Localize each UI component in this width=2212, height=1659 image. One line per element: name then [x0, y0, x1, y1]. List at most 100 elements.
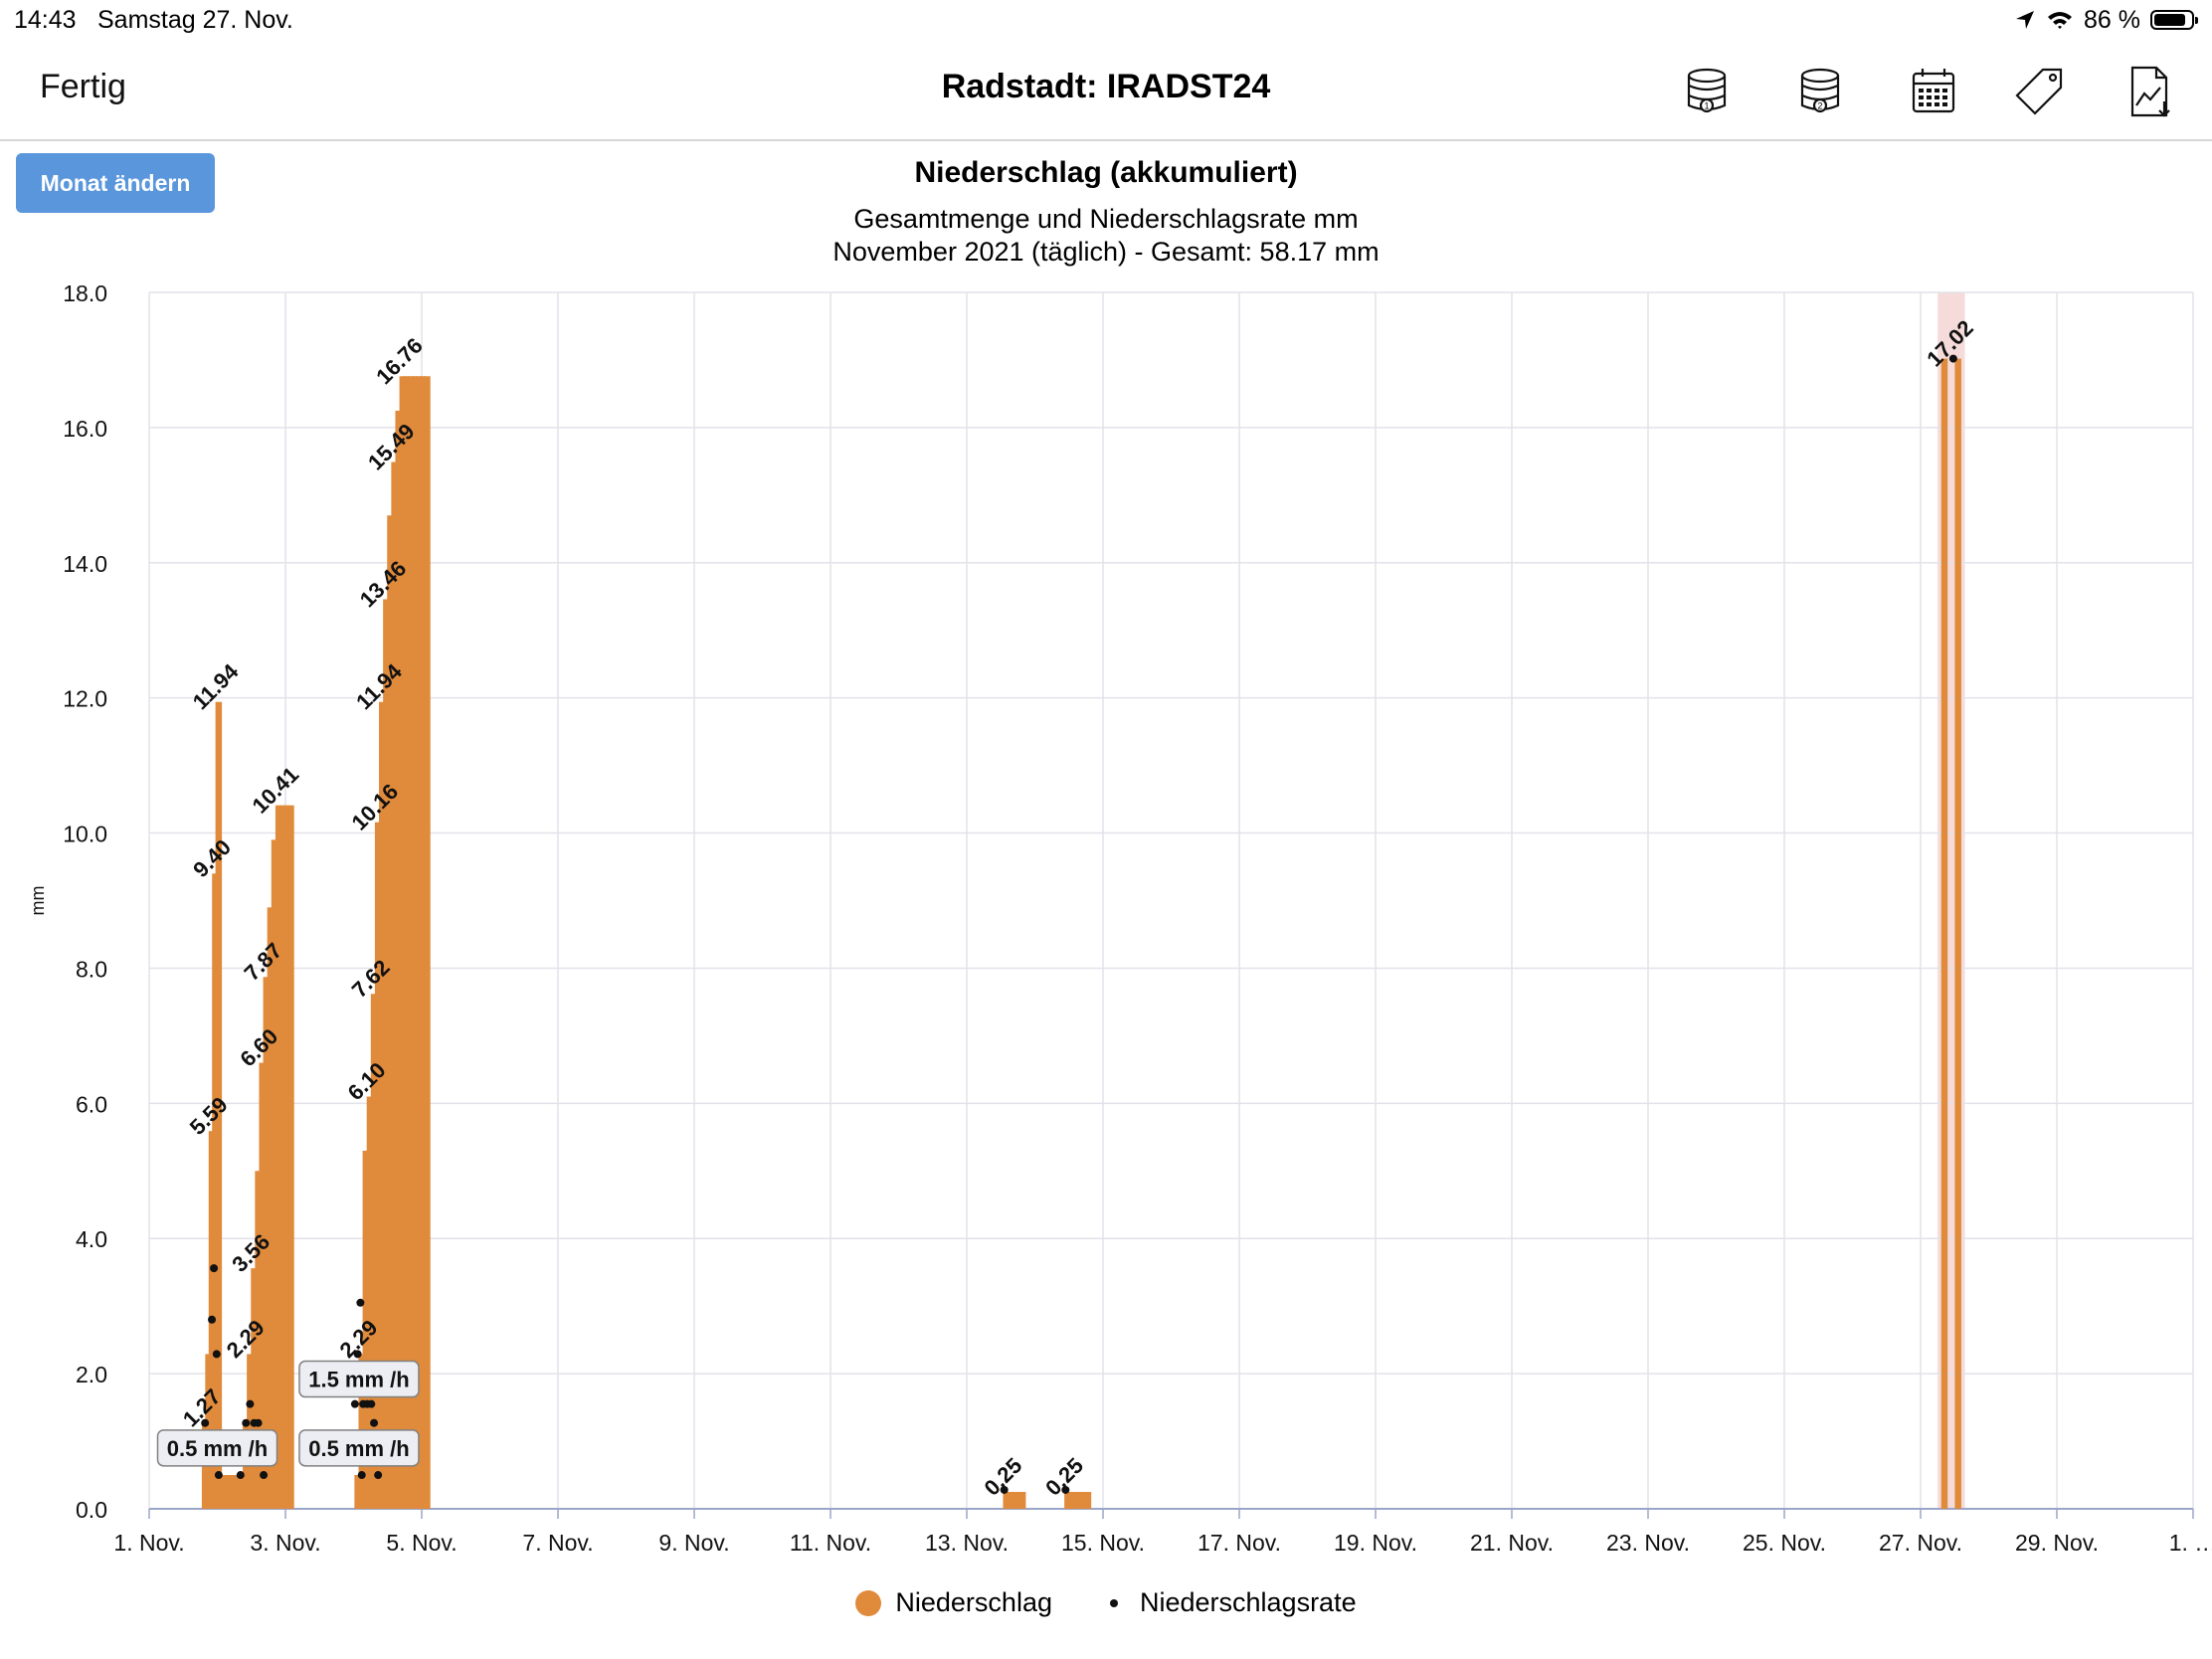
precip-bar	[379, 701, 386, 1509]
rate-point	[353, 1350, 362, 1359]
database-2-icon[interactable]: 2	[1790, 62, 1850, 121]
precip-bar	[383, 599, 390, 1509]
y-tick-label: 2.0	[76, 1362, 107, 1387]
precip-bar	[212, 873, 219, 1509]
rate-point	[212, 1350, 221, 1359]
legend-swatch-niederschlagsrate	[1109, 1598, 1118, 1607]
legend-item-niederschlagsrate[interactable]: Niederschlagsrate	[1102, 1587, 1357, 1618]
location-arrow-icon	[2016, 11, 2035, 29]
precip-bar	[255, 1171, 262, 1509]
rate-point	[367, 1399, 376, 1408]
x-tick-label: 3. Nov.	[250, 1530, 320, 1556]
rate-point	[260, 1471, 269, 1480]
tag-icon[interactable]	[2011, 62, 2071, 121]
legend-label-niederschlagsrate: Niederschlagsrate	[1139, 1587, 1357, 1617]
database-1-icon[interactable]: 1	[1677, 62, 1737, 121]
change-month-button[interactable]: Monat ändern	[16, 153, 215, 213]
data-label: 9.40	[188, 834, 236, 882]
legend-label-niederschlag: Niederschlag	[895, 1587, 1052, 1617]
y-tick-label: 6.0	[76, 1091, 107, 1117]
precip-bar	[263, 977, 271, 1509]
rate-tooltip-label: 0.5 mm /h	[167, 1436, 268, 1461]
precip-bar	[1018, 1492, 1026, 1509]
status-indicators: 86 %	[2014, 4, 2198, 36]
chart-subtitle-period: November 2021 (täglich) - Gesamt: 58.17 …	[832, 237, 1380, 267]
x-tick-label: 25. Nov.	[1743, 1530, 1826, 1556]
svg-text:2: 2	[1817, 101, 1822, 111]
rate-point	[370, 1418, 379, 1427]
precip-bar	[275, 805, 282, 1509]
data-label: 10.41	[248, 762, 304, 819]
precip-bar	[407, 376, 415, 1509]
x-tick-label: 1. …	[2169, 1530, 2212, 1556]
precip-bar	[403, 376, 411, 1509]
rate-point	[242, 1418, 251, 1427]
rate-point	[254, 1418, 263, 1427]
rate-tooltip-label: 0.5 mm /h	[308, 1436, 409, 1461]
precip-bar	[1954, 358, 1961, 1509]
rate-tooltip-label: 1.5 mm /h	[308, 1368, 409, 1392]
done-button[interactable]: Fertig	[40, 68, 126, 105]
precip-bar	[1080, 1492, 1088, 1509]
rate-point	[246, 1399, 255, 1408]
battery-icon	[2150, 10, 2198, 30]
calendar-icon[interactable]	[1904, 62, 1963, 121]
rate-point	[374, 1471, 383, 1480]
x-tick-label: 15. Nov.	[1061, 1530, 1145, 1556]
y-tick-label: 12.0	[63, 686, 107, 712]
precip-bar	[1072, 1492, 1079, 1509]
precip-bar	[1068, 1492, 1075, 1509]
precip-bar	[283, 805, 290, 1509]
rate-tooltip-box	[298, 1360, 420, 1398]
chart-title: Niederschlag (akkumuliert)	[914, 156, 1298, 189]
wifi-icon	[2048, 12, 2073, 29]
precip-bar	[215, 701, 223, 1509]
svg-text:1: 1	[1704, 101, 1709, 111]
rate-point	[350, 1399, 359, 1408]
rate-point	[356, 1298, 365, 1307]
precip-bar	[420, 376, 427, 1509]
y-tick-label: 16.0	[63, 416, 107, 442]
legend-item-niederschlag[interactable]: Niederschlag	[855, 1587, 1052, 1618]
legend-swatch-niederschlag	[855, 1589, 882, 1616]
rate-tooltip: 0.5 mm /h	[156, 1429, 278, 1467]
x-tick-label: 29. Nov.	[2015, 1530, 2099, 1556]
status-bar: 14:43 Samstag 27. Nov. 86 %	[0, 0, 2212, 44]
x-tick-label: 23. Nov.	[1606, 1530, 1690, 1556]
x-tick-label: 19. Nov.	[1334, 1530, 1417, 1556]
status-date: Samstag 27. Nov.	[97, 6, 293, 34]
precip-bar	[362, 1150, 370, 1509]
precip-bar	[1076, 1492, 1083, 1509]
precip-bar	[1007, 1492, 1014, 1509]
y-tick-label: 18.0	[63, 280, 107, 306]
precip-bar	[411, 376, 419, 1509]
precip-bar	[399, 376, 407, 1509]
rate-point	[1061, 1485, 1070, 1494]
x-tick-label: 21. Nov.	[1470, 1530, 1554, 1556]
precip-bar	[416, 376, 423, 1509]
x-tick-label: 13. Nov.	[925, 1530, 1009, 1556]
x-tick-label: 27. Nov.	[1879, 1530, 1962, 1556]
x-tick-label: 17. Nov.	[1198, 1530, 1281, 1556]
rate-point	[1000, 1485, 1009, 1494]
x-tick-label: 11. Nov.	[790, 1530, 871, 1556]
precip-bar	[424, 376, 431, 1509]
precip-bar	[287, 805, 294, 1509]
precip-bar	[1064, 1492, 1071, 1509]
precip-bar	[391, 461, 398, 1510]
precip-bar	[267, 907, 275, 1509]
rate-tooltip: 1.5 mm /h	[298, 1360, 420, 1398]
rate-point	[214, 1471, 223, 1480]
precip-bar	[271, 839, 278, 1509]
x-tick-label: 9. Nov.	[658, 1530, 729, 1556]
chart-export-icon[interactable]	[2120, 62, 2180, 121]
precip-bar	[1011, 1492, 1018, 1509]
rate-tooltip-box	[156, 1429, 278, 1467]
precip-bar	[1940, 358, 1948, 1509]
precip-bar	[226, 1475, 234, 1509]
rate-point	[208, 1315, 217, 1324]
battery-level	[2154, 14, 2185, 26]
chart-subtitle: Gesamtmenge und Niederschlagsrate mm	[853, 204, 1359, 234]
rate-point	[210, 1264, 219, 1273]
